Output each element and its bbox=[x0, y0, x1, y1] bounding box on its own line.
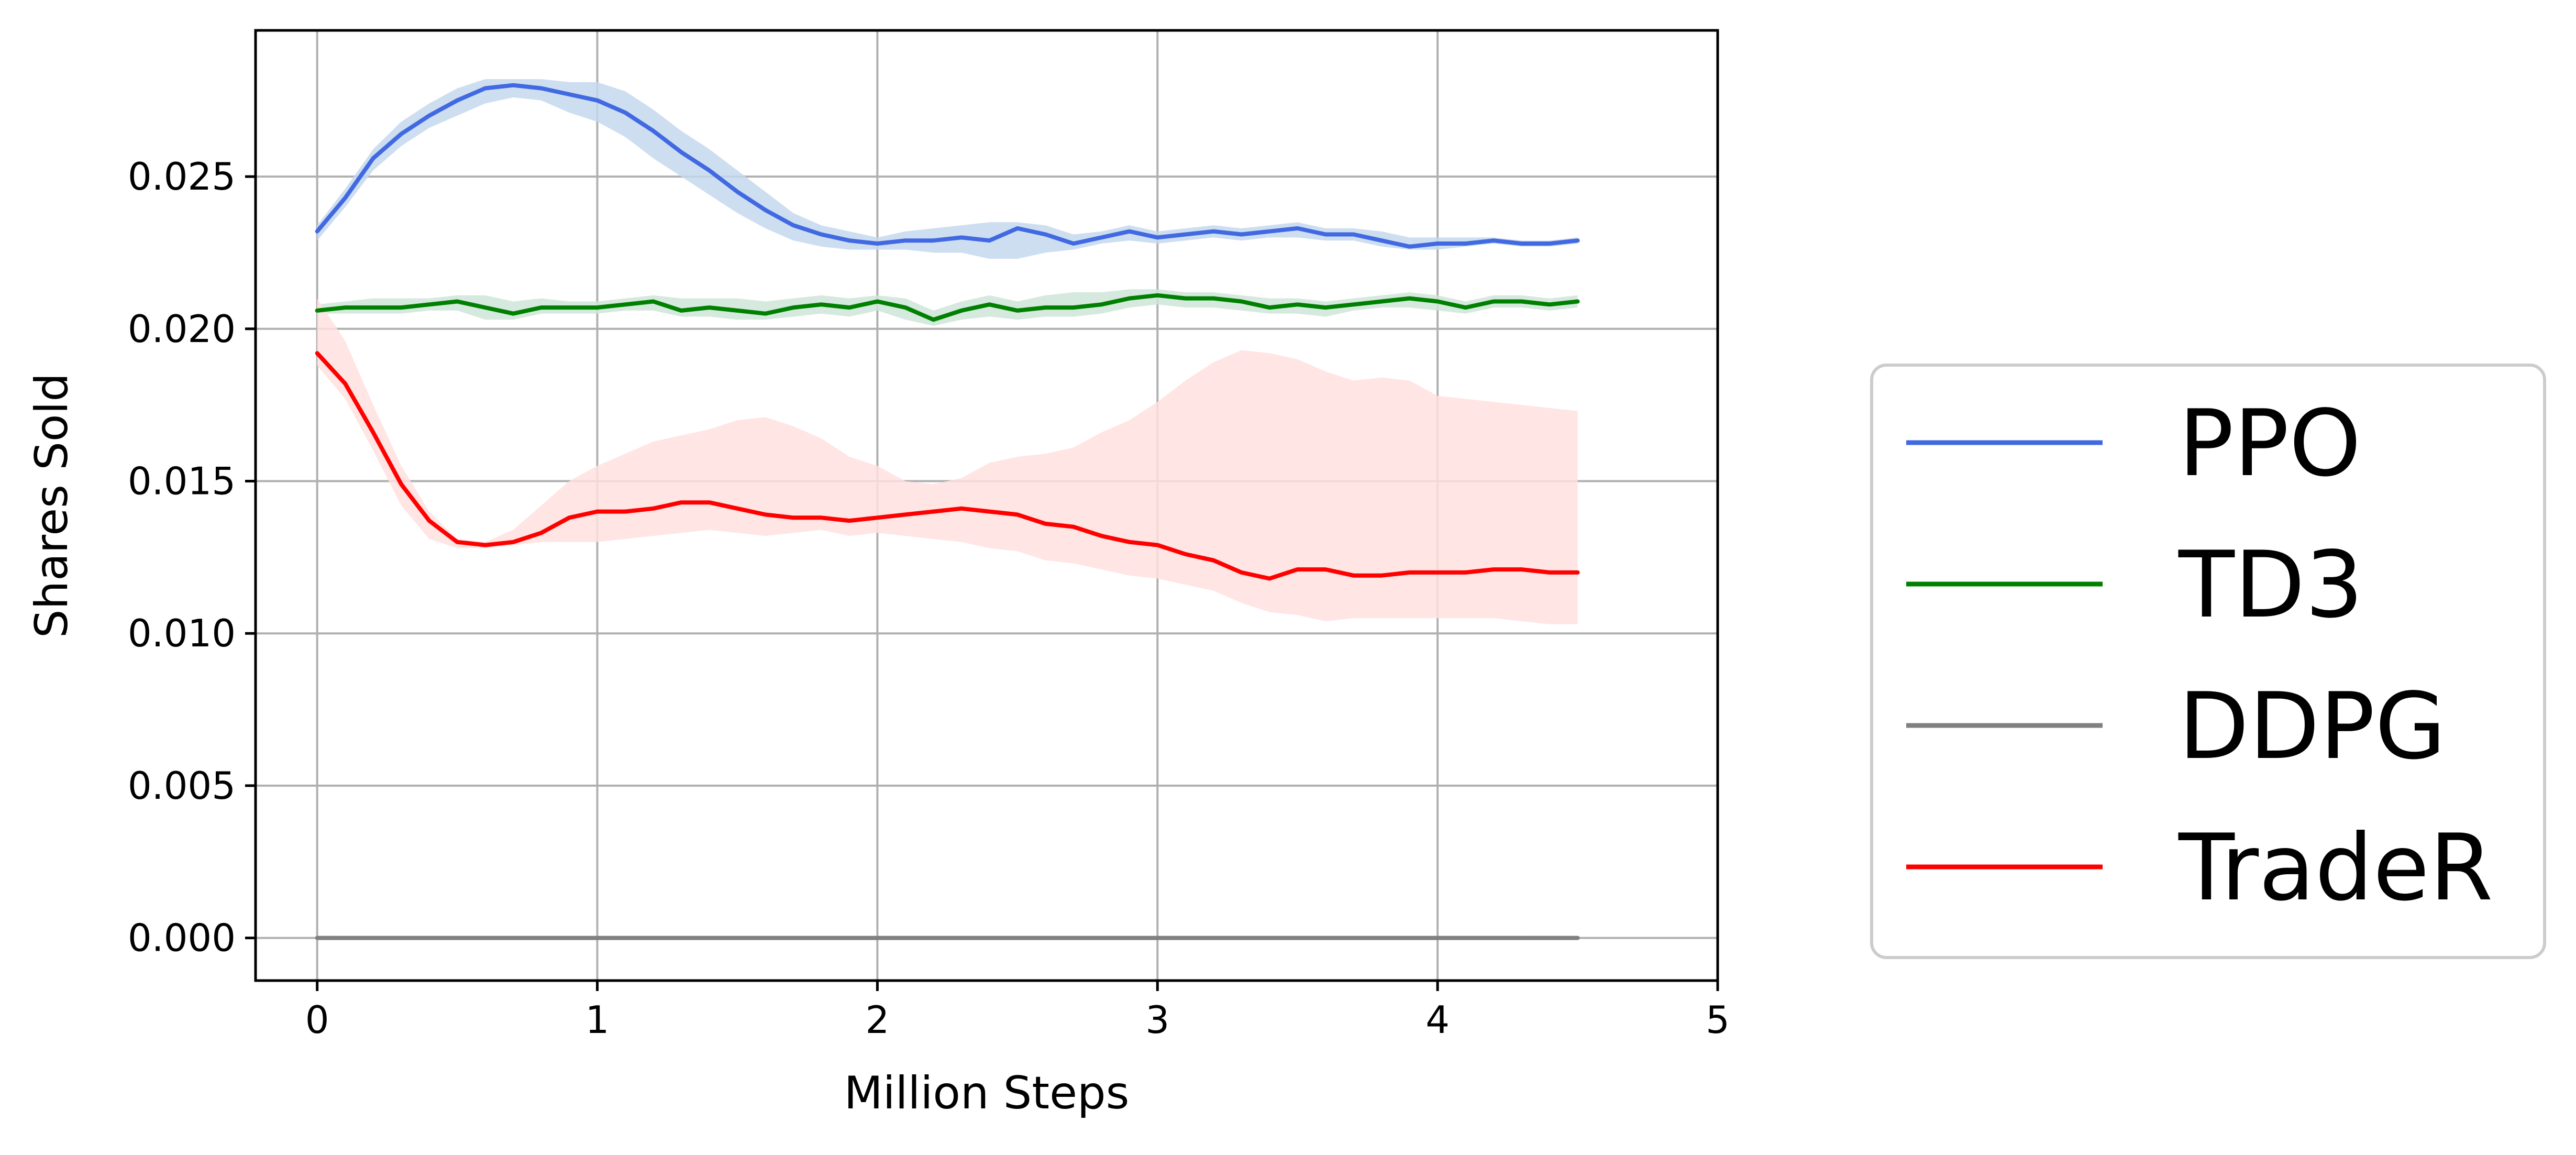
plot-area-frame bbox=[254, 29, 1719, 982]
y-tick-label: 0.015 bbox=[128, 459, 236, 503]
legend-label-ddpg: DDPG bbox=[2179, 674, 2446, 780]
trader-series-line bbox=[315, 351, 1580, 581]
x-tick-label: 2 bbox=[865, 998, 889, 1042]
legend-entries: PPO TD3 DDPG TradeR bbox=[1906, 391, 2493, 921]
x-tick-label: 5 bbox=[1706, 998, 1730, 1042]
ppo-confidence-band bbox=[317, 79, 1578, 259]
td3-series-line bbox=[315, 293, 1580, 322]
y-tick-label: 0.000 bbox=[128, 916, 236, 960]
legend-label-td3: TD3 bbox=[2178, 532, 2363, 639]
x-tick-label: 0 bbox=[305, 998, 329, 1042]
series-lines bbox=[315, 83, 1580, 940]
trader-confidence-band bbox=[317, 298, 1578, 624]
x-tick-label: 3 bbox=[1145, 998, 1169, 1042]
x-axis-label: Million Steps bbox=[844, 1067, 1130, 1119]
legend: PPO TD3 DDPG TradeR bbox=[1870, 364, 2546, 959]
legend-label-ppo: PPO bbox=[2179, 391, 2361, 497]
y-tick-label: 0.010 bbox=[128, 611, 236, 655]
legend-label-trader: TradeR bbox=[2178, 815, 2493, 921]
td3-confidence-band bbox=[317, 289, 1578, 326]
y-tick-label: 0.020 bbox=[128, 307, 236, 351]
x-tick-label: 4 bbox=[1425, 998, 1450, 1042]
x-tick-label: 1 bbox=[585, 998, 610, 1042]
y-tick-label: 0.005 bbox=[128, 764, 236, 808]
axis-ticks: 0 1 2 3 4 5 0.000 0.005 0.010 0.015 0.020 0.025 bbox=[128, 155, 1730, 1042]
y-axis-label: Shares Sold bbox=[26, 373, 78, 638]
legend-frame bbox=[1870, 364, 2546, 959]
ppo-series-line bbox=[315, 83, 1580, 249]
y-tick-label: 0.025 bbox=[128, 155, 236, 199]
confidence-bands bbox=[317, 79, 1578, 624]
